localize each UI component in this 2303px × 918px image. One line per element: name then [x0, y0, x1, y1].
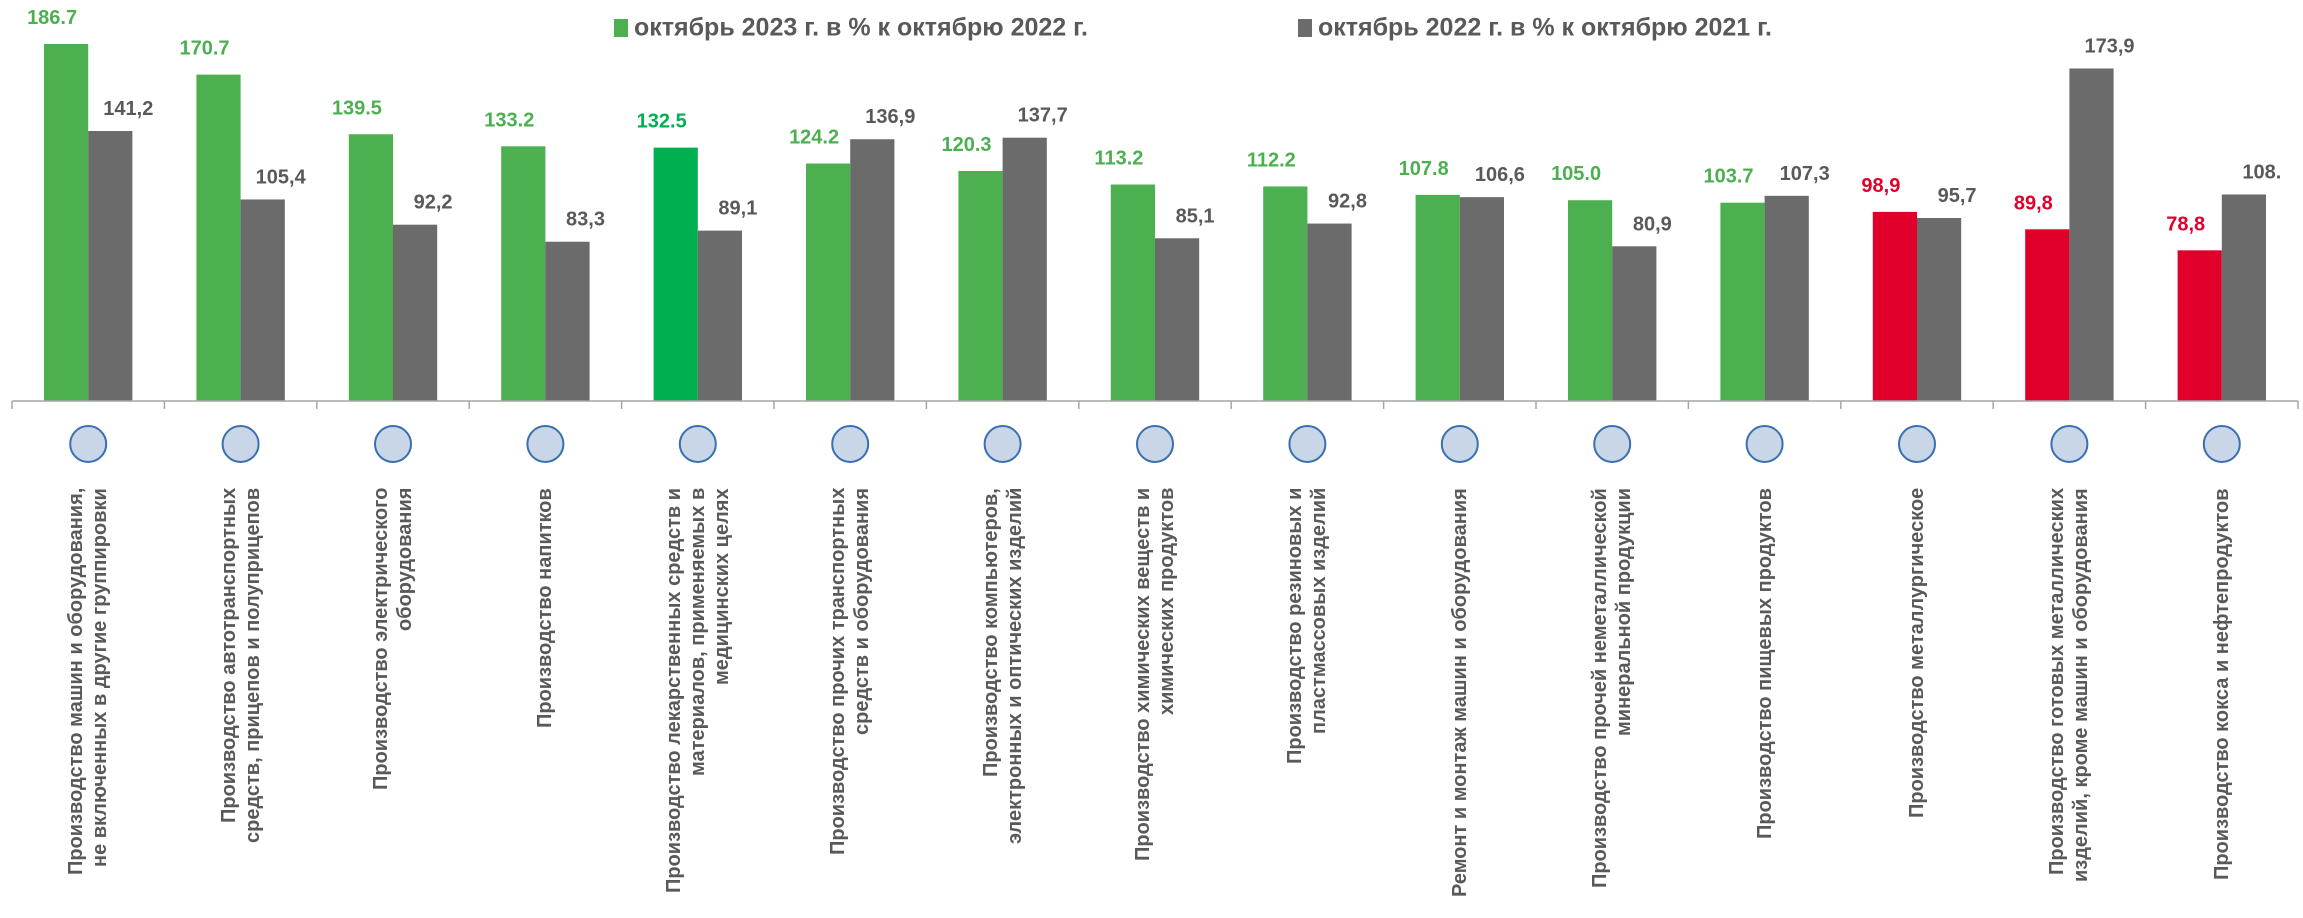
value-label: 92,2 [414, 192, 453, 214]
bar [1917, 218, 1962, 401]
bar [850, 139, 895, 401]
category-label: Производство компьютеров, электронных и … [979, 488, 1026, 845]
bar [1415, 194, 1460, 401]
value-label: 173,9 [2084, 35, 2134, 57]
category-label: Ремонт и монтаж машин и оборудования [1448, 488, 1471, 897]
bar [653, 147, 698, 401]
value-label: 113.2 [1094, 148, 1143, 170]
icon [526, 425, 565, 463]
icon [1440, 425, 1479, 463]
value-label: 124.2 [789, 127, 839, 149]
value-label: 106,6 [1475, 164, 1525, 186]
value-label: 133.2 [484, 109, 534, 131]
value-label: 89,8 [2014, 192, 2053, 214]
bar [1764, 195, 1809, 401]
bar [1459, 197, 1504, 401]
category-label: Производство готовых металлических издел… [2046, 488, 2093, 882]
legend-swatch [1298, 19, 1312, 37]
bar [393, 224, 438, 401]
category-label: Производство резиновых и пластмассовых и… [1284, 488, 1331, 765]
category-label: Производство электрического оборудования [370, 488, 416, 791]
bar [958, 170, 1003, 401]
bar [1872, 211, 1917, 401]
legend-swatch [614, 19, 628, 37]
legend-label: октябрь 2022 г. в % к октябрю 2021 г. [1318, 14, 1772, 42]
value-label: 89,1 [718, 198, 757, 220]
icon [831, 425, 870, 463]
value-label: 107.8 [1399, 158, 1449, 180]
value-label: 78,8 [2166, 213, 2205, 235]
bar [1155, 238, 1200, 401]
category-label: Производство прочих транспортных средств… [827, 488, 874, 856]
icon [1136, 425, 1174, 463]
value-label: 92,8 [1328, 191, 1367, 213]
category-label: Производство пищевых продуктов [1753, 488, 1776, 839]
value-label: 108. [2242, 161, 2281, 183]
category-label: Производство металлургическое [1906, 488, 1928, 819]
bar [240, 199, 285, 401]
bar [697, 230, 742, 401]
category-label: Производство напитков [534, 488, 557, 728]
bar [1110, 184, 1155, 401]
bar [88, 131, 133, 401]
bar [348, 134, 393, 401]
value-label: 83,3 [566, 209, 605, 231]
legend-label: октябрь 2023 г. в % к октябрю 2022 г. [634, 14, 1088, 42]
value-label: 137,7 [1018, 105, 1068, 127]
bar [1568, 200, 1613, 401]
value-label: 136,9 [865, 106, 915, 128]
bar [2221, 194, 2266, 401]
category-label: Производство машин и оборудования, не вк… [65, 488, 112, 876]
icon [374, 425, 412, 463]
bar [2069, 68, 2114, 401]
bar [196, 74, 241, 401]
value-label: 103.7 [1703, 166, 1753, 188]
icon [1593, 425, 1632, 463]
value-label: 105,4 [256, 166, 307, 188]
bar [1720, 202, 1765, 401]
icon [221, 425, 260, 463]
icon [1745, 425, 1784, 463]
bar [2025, 229, 2070, 401]
category-label: Производство химических веществ и химиче… [1132, 488, 1178, 862]
value-label: 95,7 [1938, 185, 1977, 207]
value-label: 132.5 [637, 111, 687, 133]
value-label: 80,9 [1633, 213, 1672, 235]
icon [2050, 425, 2089, 463]
category-label: Производство автотранспортных средств, п… [217, 488, 264, 844]
value-label: 107,3 [1780, 163, 1830, 185]
icon [678, 425, 717, 463]
bar [1263, 186, 1308, 401]
value-label: 139.5 [332, 97, 382, 119]
bar [1612, 246, 1657, 401]
icon [1288, 425, 1327, 463]
category-label: Производство прочей неметаллической мине… [1589, 488, 1636, 888]
icon [983, 425, 1022, 463]
category-label: Производство лекарственных средств и мат… [662, 488, 733, 894]
value-label: 98,9 [1861, 175, 1900, 197]
bar [44, 44, 89, 401]
value-label: 85,1 [1176, 205, 1215, 227]
value-label: 112.2 [1247, 149, 1296, 171]
bar [806, 163, 851, 401]
bar [501, 146, 546, 401]
icon [1898, 425, 1936, 463]
bar [545, 241, 590, 401]
value-label: 170.7 [179, 38, 229, 60]
value-label: 186.7 [27, 7, 77, 29]
bar [2177, 250, 2222, 401]
icon [69, 425, 108, 463]
value-label: 141,2 [103, 98, 153, 120]
icon [2202, 425, 2241, 463]
value-label: 120.3 [941, 134, 991, 156]
value-label: 105.0 [1551, 163, 1601, 185]
category-label: Производство кокса и нефтепродуктов [2210, 488, 2233, 880]
bar [1307, 223, 1352, 401]
bar [1002, 137, 1047, 401]
